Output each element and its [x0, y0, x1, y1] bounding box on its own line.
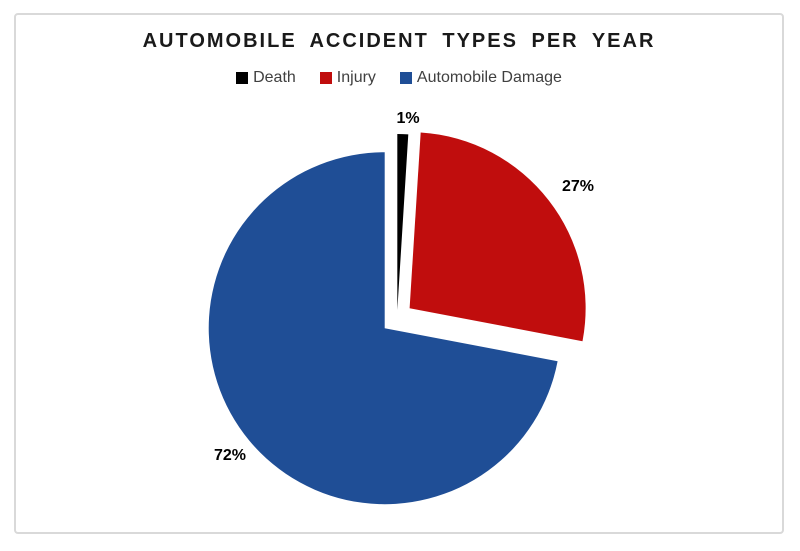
pie-label-injury: 27% [561, 178, 595, 195]
legend-label-automobile-damage: Automobile Damage [416, 69, 562, 86]
legend-swatch-automobile-damage-icon [399, 72, 412, 84]
pie-slice-automobile-damage [208, 152, 558, 505]
pie-slice-death [397, 134, 409, 310]
chart-title: AUTOMOBILE ACCIDENT TYPES PER YEAR [142, 30, 656, 52]
legend-swatch-injury-icon [319, 72, 332, 84]
pie-label-death: 1% [396, 110, 420, 127]
legend-item-automobile-damage: Automobile Damage [399, 69, 562, 87]
legend-label-death: Death [253, 69, 296, 86]
legend-item-death: Death [236, 69, 296, 87]
pie-slice-injury [409, 132, 586, 342]
legend-label-injury: Injury [336, 69, 376, 86]
chart-legend: Death Injury Automobile Damage [16, 69, 782, 87]
pie-label-automobile-damage: 72% [213, 447, 247, 464]
legend-swatch-death-icon [236, 72, 249, 84]
legend-item-injury: Injury [319, 69, 376, 87]
